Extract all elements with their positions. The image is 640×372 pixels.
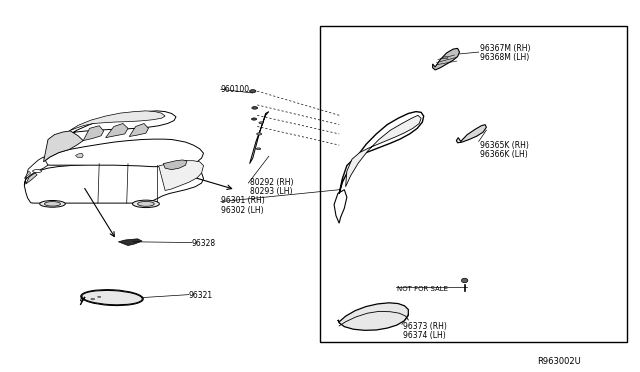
Text: 96365K (RH): 96365K (RH) [480, 141, 529, 150]
Polygon shape [250, 112, 269, 164]
Ellipse shape [82, 291, 142, 305]
Ellipse shape [91, 298, 95, 300]
Polygon shape [24, 171, 31, 179]
Polygon shape [118, 239, 142, 246]
Text: R963002U: R963002U [538, 357, 581, 366]
Text: 96328: 96328 [192, 239, 216, 248]
Polygon shape [24, 157, 48, 185]
Bar [320, 26, 627, 342]
Ellipse shape [257, 133, 262, 135]
Polygon shape [159, 161, 204, 190]
Polygon shape [339, 112, 424, 193]
Polygon shape [69, 111, 165, 131]
Ellipse shape [98, 296, 101, 298]
Ellipse shape [259, 122, 264, 124]
Text: 96373 (RH): 96373 (RH) [403, 322, 447, 331]
Text: 96302 (LH): 96302 (LH) [221, 206, 264, 215]
Polygon shape [44, 131, 83, 162]
Text: 96366K (LH): 96366K (LH) [480, 150, 528, 159]
Ellipse shape [138, 201, 154, 206]
Polygon shape [106, 124, 128, 138]
Ellipse shape [132, 200, 159, 208]
Ellipse shape [443, 57, 448, 59]
Ellipse shape [40, 201, 65, 207]
Polygon shape [334, 190, 347, 223]
Ellipse shape [256, 148, 261, 150]
Text: 80292 (RH): 80292 (RH) [250, 178, 293, 187]
Text: 96368M (LH): 96368M (LH) [480, 53, 529, 62]
Ellipse shape [252, 118, 257, 120]
Ellipse shape [250, 90, 256, 93]
Text: NOT FOR SALE: NOT FOR SALE [397, 286, 448, 292]
Text: 96321: 96321 [189, 291, 213, 300]
Ellipse shape [252, 106, 258, 109]
Text: 960100: 960100 [221, 85, 250, 94]
Polygon shape [346, 115, 421, 187]
Text: 80293 (LH): 80293 (LH) [250, 187, 292, 196]
Ellipse shape [461, 278, 468, 283]
Polygon shape [129, 124, 148, 137]
Polygon shape [24, 163, 204, 203]
Polygon shape [61, 111, 176, 141]
Text: 96367M (RH): 96367M (RH) [480, 44, 531, 53]
Text: 96301 (RH): 96301 (RH) [221, 196, 264, 205]
Polygon shape [26, 173, 37, 184]
Polygon shape [163, 160, 187, 170]
Polygon shape [76, 153, 83, 158]
Polygon shape [83, 126, 104, 141]
Ellipse shape [33, 170, 42, 173]
Polygon shape [433, 48, 460, 70]
Text: 96374 (LH): 96374 (LH) [403, 331, 446, 340]
Polygon shape [40, 139, 204, 167]
Polygon shape [338, 303, 408, 330]
Polygon shape [456, 125, 486, 143]
Ellipse shape [45, 202, 61, 206]
